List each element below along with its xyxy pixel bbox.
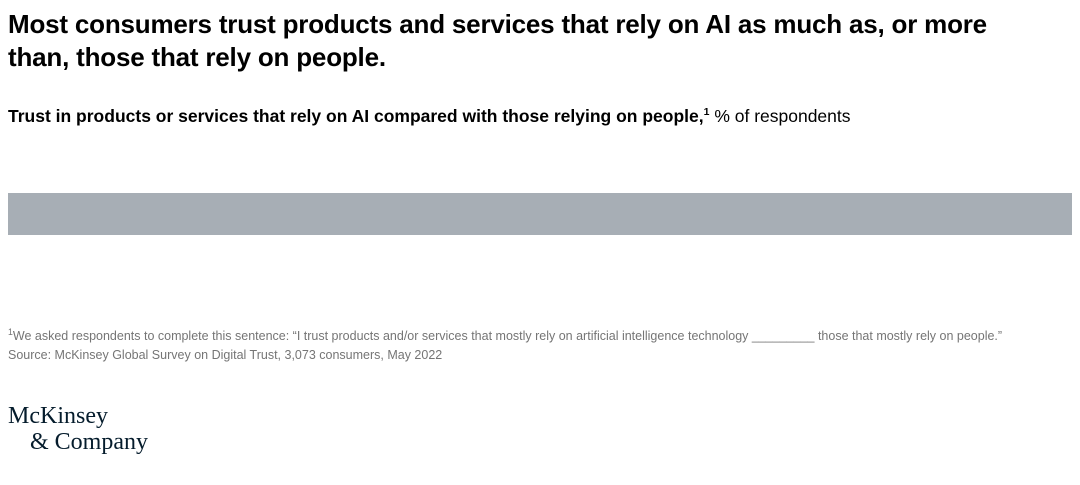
bar-track — [8, 193, 1072, 236]
bar-segment — [8, 193, 1072, 236]
subtitle-unit-text: % of respondents — [709, 105, 851, 126]
mckinsey-logo: McKinsey & Company — [8, 403, 1072, 456]
footnote: 1We asked respondents to complete this s… — [8, 327, 1053, 365]
footnote-marker: 1 — [8, 327, 13, 338]
exhibit: Most consumers trust products and servic… — [8, 9, 1072, 456]
footnote-text: We asked respondents to complete this se… — [12, 329, 1003, 344]
subtitle-footnote-marker: 1 — [703, 105, 710, 118]
subtitle-bold-text: Trust in products or services that rely … — [8, 105, 704, 126]
source-line: Source: McKinsey Global Survey on Digita… — [8, 348, 443, 363]
logo-line-2: & Company — [30, 429, 148, 456]
logo-line-1: McKinsey — [8, 402, 108, 429]
bar-chart — [8, 193, 1072, 236]
chart-subtitle: Trust in products or services that rely … — [8, 105, 1072, 128]
exhibit-title: Most consumers trust products and servic… — [8, 9, 987, 73]
